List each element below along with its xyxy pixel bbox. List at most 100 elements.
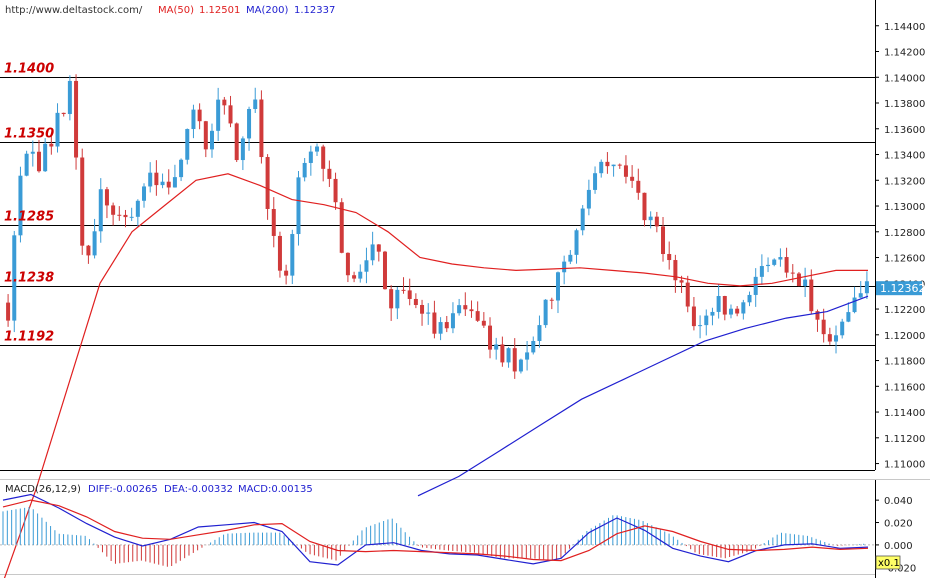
candle-body (413, 298, 418, 305)
candle-body (296, 177, 301, 235)
candle-body (438, 322, 443, 334)
candle-body (722, 296, 727, 315)
level-label: 1.1192 (4, 330, 54, 345)
candle-body (506, 348, 511, 363)
candle-body (370, 244, 375, 261)
candle-body (661, 226, 666, 255)
candle-body (562, 261, 567, 273)
price-tick-label: 1.13800 (884, 99, 925, 110)
price-panel[interactable] (0, 0, 875, 470)
ma200-label: MA(200) (246, 5, 288, 16)
candle-body (209, 130, 214, 150)
candle-body (685, 282, 690, 307)
candle-body (648, 216, 653, 221)
candle-body (821, 319, 826, 335)
candle-body (24, 153, 29, 176)
price-tick-label: 1.13000 (884, 202, 925, 213)
candle-body (18, 175, 23, 236)
candle-body (191, 109, 196, 130)
zoom-badge-label: x0.1 (878, 558, 900, 569)
candle-body (555, 272, 560, 301)
candle-body (117, 214, 122, 216)
price-tick-label: 1.12800 (884, 228, 925, 239)
candle-body (401, 289, 406, 291)
candle-body (426, 312, 431, 314)
candle-body (778, 257, 783, 260)
price-tick-label: 1.12200 (884, 305, 925, 316)
price-tick-label: 1.12000 (884, 331, 925, 342)
candle-body (525, 352, 530, 360)
candle-body (858, 293, 863, 298)
candle-body (382, 251, 387, 290)
price-tick-label: 1.14200 (884, 48, 925, 59)
candle-body (753, 276, 758, 295)
candle-body (728, 308, 733, 315)
level-label: 1.1350 (4, 127, 54, 142)
candle-body (691, 306, 696, 327)
ma50-value: 1.12501 (199, 5, 240, 16)
macd-dea-readout: DEA:-0.00332 (164, 484, 233, 495)
candle-body (166, 181, 171, 188)
candle-body (172, 177, 177, 188)
candle-body (185, 129, 190, 160)
candle-body (574, 230, 579, 255)
candle-body (222, 99, 227, 106)
candle-body (531, 340, 536, 353)
candle-body (179, 159, 184, 178)
candle-body (197, 109, 202, 122)
candle-body (43, 143, 48, 172)
macd-diff-readout: DIFF:-0.00265 (88, 484, 158, 495)
candle-body (247, 108, 252, 139)
candle-body (339, 202, 344, 253)
candle-body (784, 257, 789, 273)
candle-body (111, 205, 116, 215)
candle-body (61, 112, 66, 115)
candle-body (154, 172, 159, 186)
candle-body (846, 312, 851, 322)
price-tick-label: 1.13400 (884, 151, 925, 162)
candle-body (36, 151, 41, 172)
candle-body (605, 161, 610, 167)
candle-body (265, 157, 270, 209)
candle-body (358, 271, 363, 279)
current-price-tag (876, 281, 922, 296)
candle-body (599, 161, 604, 174)
candle-body (642, 192, 647, 221)
price-tick-label: 1.14400 (884, 22, 925, 33)
level-label: 1.1285 (4, 210, 54, 225)
candle-body (98, 189, 103, 232)
source-url[interactable]: http://www.deltastock.com/ (5, 5, 143, 16)
candle-body (142, 186, 147, 201)
macd-tick-label: 0.040 (884, 496, 913, 507)
candle-body (395, 289, 400, 309)
candle-body (290, 234, 295, 276)
candle-body (148, 172, 153, 187)
candle-body (104, 189, 109, 206)
candle-body (389, 289, 394, 309)
candle-body (30, 151, 35, 154)
price-tick-label: 1.11400 (884, 408, 925, 419)
candle-body (420, 304, 425, 314)
candle-body (135, 200, 140, 217)
candle-body (463, 305, 468, 310)
candle-body (537, 325, 542, 341)
macd-tick-label: 0.020 (884, 519, 913, 530)
candle-body (457, 305, 462, 314)
candle-body (710, 311, 715, 316)
price-tick-label: 1.11000 (884, 460, 925, 471)
candle-body (364, 260, 369, 272)
candle-body (432, 312, 437, 334)
ma200-line (417, 295, 869, 497)
candle-body (586, 189, 591, 209)
zoom-badge[interactable] (875, 555, 901, 570)
candle-body (759, 266, 764, 277)
candle-body (772, 259, 777, 265)
candle-body (654, 216, 659, 227)
candle-body (494, 344, 499, 350)
candle-body (376, 244, 381, 252)
candle-body (271, 208, 276, 236)
candle-body (444, 322, 449, 329)
price-tick-label: 1.11600 (884, 382, 925, 393)
candle-body (277, 235, 282, 271)
